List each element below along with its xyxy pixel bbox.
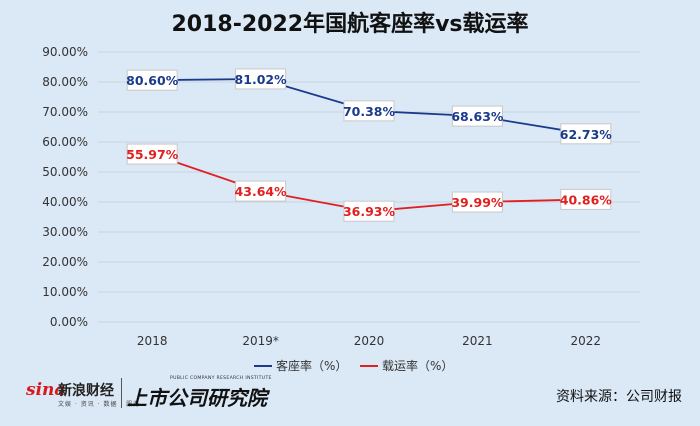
data-label: 43.64% [235, 184, 288, 199]
x-tick-label: 2018 [137, 334, 168, 348]
y-tick-label: 50.00% [42, 165, 88, 179]
line-chart: 0.00% 10.00% 20.00% 30.00% 40.00% 50.00% 60.00… [42, 45, 640, 372]
data-label-box [235, 68, 287, 90]
logo-divider [121, 378, 122, 408]
sina-tagline: 文娱 · 资讯 · 数据 · 服务 [58, 401, 141, 408]
data-label: 36.93% [343, 204, 396, 219]
legend-label: 客座率（%） [276, 358, 347, 372]
data-label: 81.02% [235, 72, 288, 87]
institute-name: 上市公司研究院 [127, 386, 267, 410]
data-label-box [451, 105, 503, 127]
data-label: 68.63% [451, 109, 504, 124]
y-tick-label: 40.00% [42, 195, 88, 209]
data-label: 39.99% [451, 195, 504, 210]
data-label: 40.86% [560, 192, 613, 207]
y-tick-label: 70.00% [42, 105, 88, 119]
footer: sina 新浪财经 文娱 · 资讯 · 数据 · 服务 PUBLIC COMPA… [0, 372, 700, 426]
y-tick-label: 60.00% [42, 135, 88, 149]
x-tick-label: 2020 [354, 334, 385, 348]
y-tick-label: 20.00% [42, 255, 88, 269]
institute-english-name: PUBLIC COMPANY RESEARCH INSTITUTE [170, 376, 272, 381]
data-label-box [560, 123, 612, 145]
data-label: 55.97% [126, 147, 179, 162]
x-tick-label: 2022 [571, 334, 602, 348]
data-label-box [126, 143, 178, 165]
data-label-box [343, 200, 395, 222]
data-label-box [560, 188, 612, 210]
y-tick-label: 0.00% [50, 315, 88, 329]
data-label-box [451, 191, 503, 213]
data-label-box [235, 180, 287, 202]
data-source: 资料来源：公司财报 [556, 389, 682, 405]
data-label-box [126, 69, 178, 91]
y-tick-label: 90.00% [42, 45, 88, 59]
x-tick-label: 2021 [462, 334, 493, 348]
data-label: 70.38% [343, 104, 396, 119]
data-label: 80.60% [126, 73, 179, 88]
sina-logo-word: sina [26, 380, 66, 400]
data-label: 62.73% [560, 127, 613, 142]
chart-title: 2018-2022年国航客座率vs载运率 [171, 12, 529, 37]
y-tick-label: 10.00% [42, 285, 88, 299]
sina-finance-name: 新浪财经 [58, 383, 114, 399]
data-label-box [343, 100, 395, 122]
y-tick-label: 80.00% [42, 75, 88, 89]
legend-label: 载运率（%） [382, 358, 453, 372]
x-tick-label: 2019* [242, 334, 279, 348]
y-tick-label: 30.00% [42, 225, 88, 239]
